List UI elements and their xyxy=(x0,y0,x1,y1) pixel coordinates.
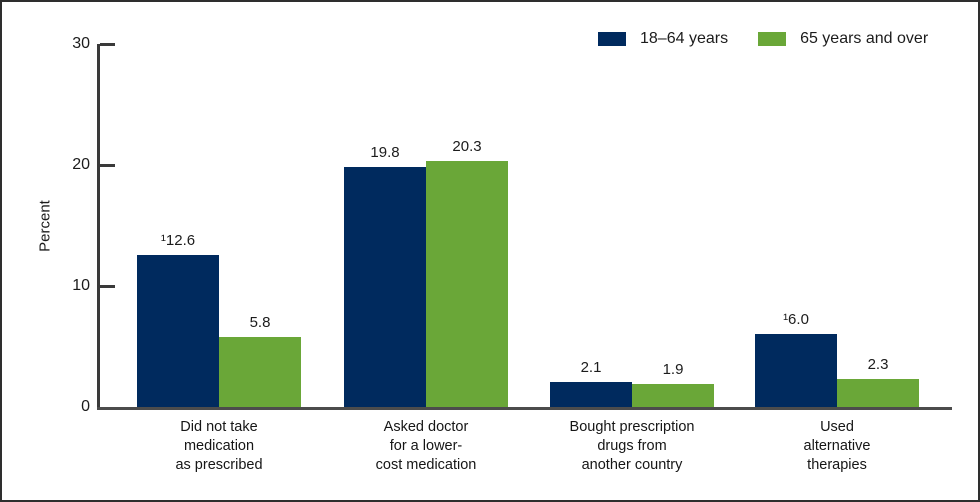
bar-value-label: 20.3 xyxy=(452,138,482,155)
y-tick-label: 0 xyxy=(81,398,90,415)
y-axis-line xyxy=(97,44,100,409)
category-label: Did not take medication as prescribed xyxy=(175,419,263,473)
plot-area: ¹12.6 5.8 19.8 20.3 2.1 1.9 ¹6.0 2.3 xyxy=(99,44,952,407)
bar xyxy=(426,161,508,407)
y-tick-mark xyxy=(100,164,115,167)
bar xyxy=(550,382,632,407)
bar xyxy=(137,255,219,407)
bar-value-label: ¹12.6 xyxy=(160,232,196,249)
bar xyxy=(344,167,426,407)
legend-swatch-65-over xyxy=(758,32,787,46)
y-tick-label: 30 xyxy=(72,35,90,52)
legend-item: 18–64 years xyxy=(598,30,728,48)
category-label: Used alternative therapies xyxy=(803,419,871,473)
bar-value-label: 2.3 xyxy=(867,356,889,373)
bar-value-label: 1.9 xyxy=(662,361,684,378)
bar xyxy=(837,379,919,407)
y-tick-mark xyxy=(100,43,115,46)
bar-value-label: 5.8 xyxy=(249,314,271,331)
bar xyxy=(755,334,837,407)
y-tick-label: 20 xyxy=(72,156,90,173)
y-tick-label: 10 xyxy=(72,277,90,294)
bar xyxy=(219,337,301,407)
bar-value-label: 19.8 xyxy=(370,144,400,161)
legend-item: 65 years and over xyxy=(758,30,928,48)
legend-label: 65 years and over xyxy=(800,30,929,47)
bar-value-label: 2.1 xyxy=(580,359,602,376)
category-label: Asked doctor for a lower- cost medicatio… xyxy=(375,419,477,473)
category-label: Bought prescription drugs from another c… xyxy=(569,419,695,473)
legend-swatch-18-64 xyxy=(598,32,626,46)
bar-value-label: ¹6.0 xyxy=(783,311,809,328)
legend-label: 18–64 years xyxy=(640,30,729,47)
y-tick-mark xyxy=(100,285,115,288)
x-axis-line xyxy=(97,407,952,410)
bar xyxy=(632,384,714,407)
y-axis-title: Percent xyxy=(36,200,54,252)
legend: 18–64 years 65 years and over xyxy=(598,30,928,48)
